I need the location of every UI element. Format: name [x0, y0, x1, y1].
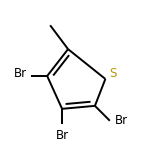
Text: Br: Br — [14, 67, 27, 79]
Text: Br: Br — [56, 129, 69, 142]
Text: Br: Br — [115, 114, 128, 127]
Text: S: S — [109, 67, 116, 79]
